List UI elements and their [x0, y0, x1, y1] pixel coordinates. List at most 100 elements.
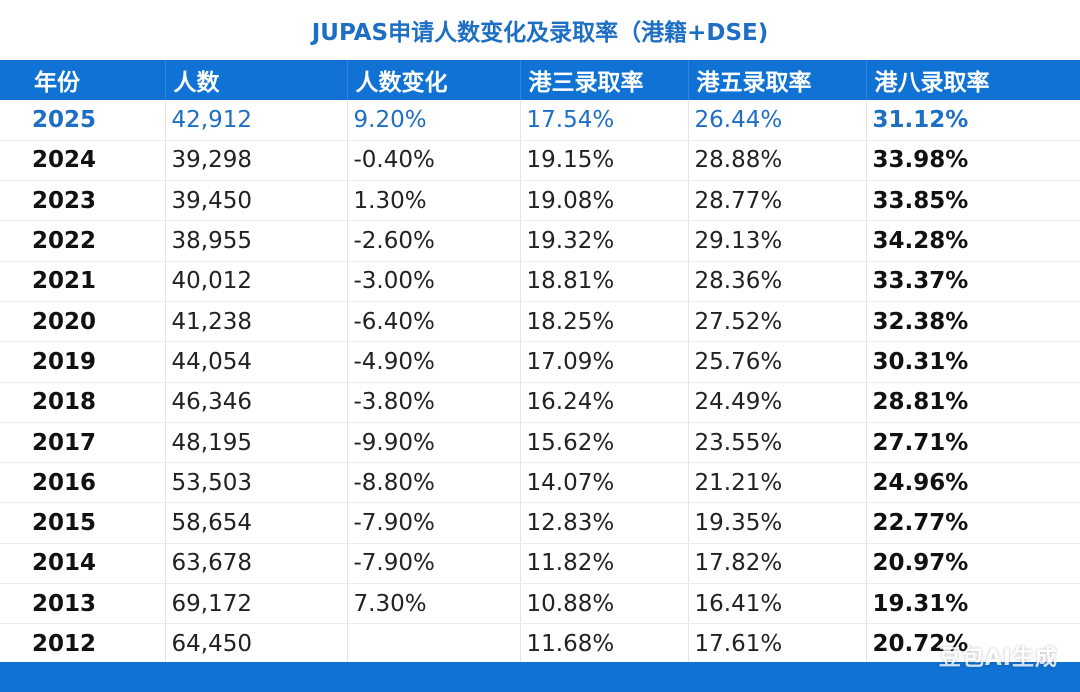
change-cell: -3.00%: [347, 261, 521, 302]
year-cell: 2018: [0, 382, 166, 423]
table-row: 2014 63,678 -7.90% 11.82% 17.82% 20.97%: [0, 543, 1080, 585]
footer-bar: [0, 662, 1080, 692]
table-row: 2013 69,172 7.30% 10.88% 16.41% 19.31%: [0, 583, 1080, 625]
change-cell: -0.40%: [347, 140, 521, 182]
change-cell: 7.30%: [347, 583, 521, 625]
top5-rate-cell: 28.77%: [688, 180, 867, 222]
column-header-count: 人数: [165, 60, 348, 100]
top3-rate-cell: 17.09%: [520, 341, 689, 383]
top5-rate-cell: 21.21%: [688, 462, 867, 504]
top8-rate-cell: 33.98%: [866, 140, 1080, 182]
top8-rate-cell: 27.71%: [866, 422, 1080, 464]
top8-rate-cell: 32.38%: [866, 301, 1080, 343]
change-cell: -6.40%: [347, 301, 521, 343]
year-cell: 2025: [0, 100, 166, 141]
top8-rate-cell: 33.85%: [866, 180, 1080, 222]
count-cell: 41,238: [165, 301, 348, 343]
year-cell: 2021: [0, 261, 166, 302]
top3-rate-cell: 18.81%: [520, 261, 689, 302]
top8-rate-cell: 33.37%: [866, 261, 1080, 302]
year-cell: 2024: [0, 140, 166, 182]
count-cell: 69,172: [165, 583, 348, 625]
top8-rate-cell: 34.28%: [866, 220, 1080, 262]
data-table: 年份 人数 人数变化 港三录取率 港五录取率 港八录取率 2025 42,912 9…: [0, 60, 1080, 665]
top5-rate-cell: 24.49%: [688, 382, 867, 423]
count-cell: 64,450: [165, 623, 348, 665]
table-row: 2023 39,450 1.30% 19.08% 28.77% 33.85%: [0, 180, 1080, 222]
header-row: 年份 人数 人数变化 港三录取率 港五录取率 港八录取率: [0, 60, 1080, 100]
count-cell: 38,955: [165, 220, 348, 262]
top5-rate-cell: 28.88%: [688, 140, 867, 182]
top8-rate-cell: 20.97%: [866, 543, 1080, 585]
change-cell: -3.80%: [347, 382, 521, 423]
table-row: 2017 48,195 -9.90% 15.62% 23.55% 27.71%: [0, 422, 1080, 464]
top3-rate-cell: 16.24%: [520, 382, 689, 423]
table-row: 2018 46,346 -3.80% 16.24% 24.49% 28.81%: [0, 382, 1080, 423]
year-cell: 2020: [0, 301, 166, 343]
year-cell: 2015: [0, 502, 166, 544]
change-cell: -4.90%: [347, 341, 521, 383]
top5-rate-cell: 25.76%: [688, 341, 867, 383]
count-cell: 39,298: [165, 140, 348, 182]
top5-rate-cell: 19.35%: [688, 502, 867, 544]
change-cell: [347, 623, 521, 665]
year-cell: 2017: [0, 422, 166, 464]
top5-rate-cell: 16.41%: [688, 583, 867, 625]
table-title: JUPAS申请人数变化及录取率（港籍+DSE): [311, 20, 769, 46]
year-cell: 2019: [0, 341, 166, 383]
column-header-change: 人数变化: [347, 60, 521, 100]
year-cell: 2013: [0, 583, 166, 625]
table-row: 2019 44,054 -4.90% 17.09% 25.76% 30.31%: [0, 341, 1080, 383]
change-cell: -7.90%: [347, 543, 521, 585]
top8-rate-cell: 22.77%: [866, 502, 1080, 544]
change-cell: -2.60%: [347, 220, 521, 262]
count-cell: 39,450: [165, 180, 348, 222]
table-row: 2020 41,238 -6.40% 18.25% 27.52% 32.38%: [0, 301, 1080, 343]
change-cell: -8.80%: [347, 462, 521, 504]
change-cell: 9.20%: [347, 100, 521, 141]
column-header-top3-rate: 港三录取率: [520, 60, 689, 100]
column-header-top5-rate: 港五录取率: [688, 60, 867, 100]
table-row: 2015 58,654 -7.90% 12.83% 19.35% 22.77%: [0, 502, 1080, 544]
top5-rate-cell: 27.52%: [688, 301, 867, 343]
top8-rate-cell: 28.81%: [866, 382, 1080, 423]
top8-rate-cell: 31.12%: [866, 100, 1080, 141]
table-row: 2024 39,298 -0.40% 19.15% 28.88% 33.98%: [0, 140, 1080, 182]
top8-rate-cell: 20.72%: [866, 623, 1080, 665]
table-row: 2021 40,012 -3.00% 18.81% 28.36% 33.37%: [0, 261, 1080, 302]
top3-rate-cell: 19.32%: [520, 220, 689, 262]
top8-rate-cell: 24.96%: [866, 462, 1080, 504]
top5-rate-cell: 17.82%: [688, 543, 867, 585]
count-cell: 40,012: [165, 261, 348, 302]
count-cell: 42,912: [165, 100, 348, 141]
top3-rate-cell: 17.54%: [520, 100, 689, 141]
count-cell: 63,678: [165, 543, 348, 585]
top3-rate-cell: 12.83%: [520, 502, 689, 544]
top5-rate-cell: 29.13%: [688, 220, 867, 262]
top5-rate-cell: 17.61%: [688, 623, 867, 665]
table-row: 2012 64,450 11.68% 17.61% 20.72%: [0, 623, 1080, 665]
top3-rate-cell: 15.62%: [520, 422, 689, 464]
change-cell: -9.90%: [347, 422, 521, 464]
year-cell: 2016: [0, 462, 166, 504]
count-cell: 44,054: [165, 341, 348, 383]
top5-rate-cell: 23.55%: [688, 422, 867, 464]
change-cell: -7.90%: [347, 502, 521, 544]
table-row: 2022 38,955 -2.60% 19.32% 29.13% 34.28%: [0, 220, 1080, 262]
year-cell: 2022: [0, 220, 166, 262]
top3-rate-cell: 10.88%: [520, 583, 689, 625]
top3-rate-cell: 19.08%: [520, 180, 689, 222]
top3-rate-cell: 18.25%: [520, 301, 689, 343]
top3-rate-cell: 11.68%: [520, 623, 689, 665]
top3-rate-cell: 14.07%: [520, 462, 689, 504]
change-cell: 1.30%: [347, 180, 521, 222]
table-row: 2025 42,912 9.20% 17.54% 26.44% 31.12%: [0, 100, 1080, 141]
count-cell: 48,195: [165, 422, 348, 464]
year-cell: 2023: [0, 180, 166, 222]
year-cell: 2012: [0, 623, 166, 665]
count-cell: 53,503: [165, 462, 348, 504]
top5-rate-cell: 26.44%: [688, 100, 867, 141]
top3-rate-cell: 11.82%: [520, 543, 689, 585]
column-header-year: 年份: [0, 60, 166, 100]
